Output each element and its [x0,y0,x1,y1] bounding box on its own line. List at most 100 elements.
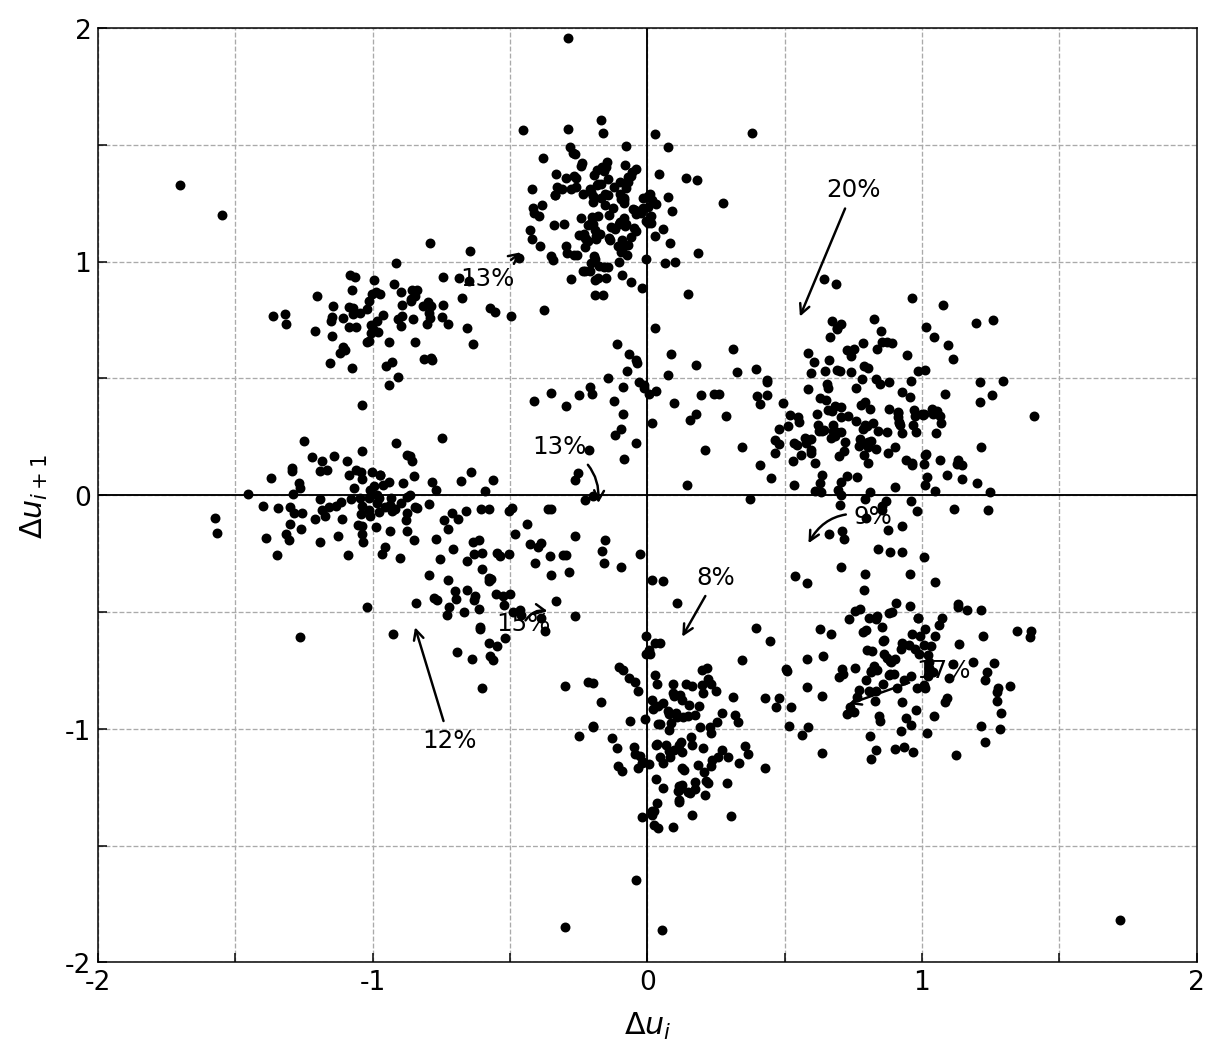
Point [401,292,421,308]
Point [924,708,944,725]
Point [465,588,485,605]
Point [618,175,638,192]
Point [785,477,804,494]
Point [614,192,634,209]
Point [824,423,843,440]
Point [616,157,635,174]
Point [819,526,838,543]
Point [692,661,711,678]
Point [797,435,816,452]
Point [892,518,912,535]
Point [819,402,838,419]
Point [524,393,543,410]
Point [595,532,614,549]
Point [685,707,705,724]
Point [579,233,599,250]
Point [630,546,650,563]
Point [670,777,689,794]
Point [916,679,935,696]
Point [388,312,408,329]
Point [584,248,603,265]
Point [446,591,465,608]
Point [614,190,634,207]
Point [863,414,883,431]
Point [907,702,927,719]
Point [406,596,426,613]
Point [646,737,666,754]
Point [535,623,554,640]
Point [361,325,381,342]
Point [343,306,362,323]
Point [989,679,1009,696]
Point [800,365,820,382]
Point [403,311,422,328]
Point [408,282,427,299]
Point [682,728,701,745]
Point [599,259,618,276]
Point [690,719,710,736]
Point [616,216,635,233]
Point [821,430,841,447]
Point [565,146,585,163]
Point [268,500,288,517]
Point [892,635,912,652]
Point [438,316,458,333]
Point [785,568,804,585]
Point [632,206,651,223]
Point [973,628,993,644]
Point [565,528,585,545]
Point [660,748,679,765]
Point [557,170,577,187]
Point [443,541,463,558]
Point [353,526,372,543]
Point [351,506,371,523]
Point [868,661,887,678]
Point [681,412,700,429]
Point [857,418,876,435]
Point [438,606,458,623]
Point [422,352,442,369]
Point [420,305,439,322]
Point [506,526,525,543]
Point [777,664,797,681]
Point [672,691,692,708]
Point [452,290,471,307]
Point [392,318,411,335]
Point [897,347,917,364]
Point [776,661,796,678]
Point [359,491,378,508]
Point [607,337,627,354]
Point [371,467,390,484]
Point [991,705,1011,722]
Point [472,545,492,562]
Point [908,610,928,626]
Point [552,181,572,198]
Point [668,782,688,799]
Point [310,462,329,479]
Point [770,421,789,438]
Point [868,541,887,558]
Point [343,282,362,299]
Point [597,154,617,171]
Point [765,432,785,449]
Point [701,676,721,693]
Point [914,406,934,423]
Point [583,675,602,692]
Point [916,446,935,463]
Point [840,611,859,628]
Point [804,354,824,371]
Point [537,501,557,518]
Point [546,593,565,610]
Point [557,246,577,263]
Point [353,443,372,460]
Point [950,636,969,653]
Point [667,595,687,612]
Point [528,540,547,556]
Point [761,470,781,487]
Point [616,138,635,155]
Point [902,289,922,306]
Point [541,567,561,584]
Point [622,167,641,184]
Point [645,320,665,337]
Point [687,406,706,423]
